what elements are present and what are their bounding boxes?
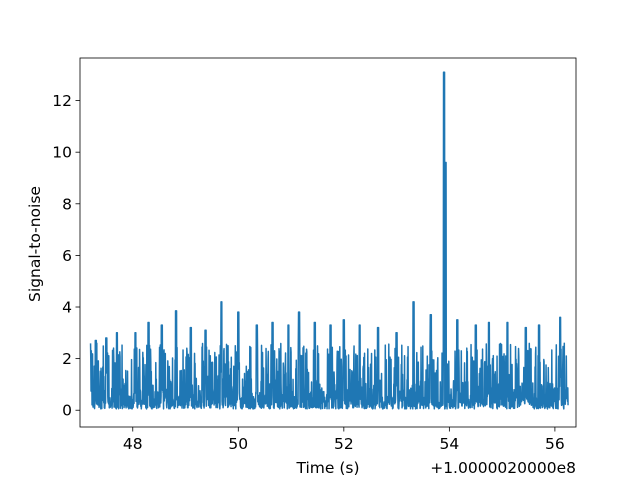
- x-tick-label: 48: [123, 435, 143, 453]
- y-tick-label: 6: [62, 247, 72, 265]
- x-axis: 48 50 52 54 56: [123, 427, 565, 453]
- snr-series-line: [89, 71, 569, 410]
- x-offset-label: +1.0000020000e8: [430, 459, 576, 477]
- x-axis-label: Time (s): [295, 459, 359, 477]
- y-axis-label: Signal-to-noise: [26, 186, 44, 302]
- x-tick-label: 56: [545, 435, 565, 453]
- plot-area: [79, 57, 577, 428]
- y-tick-label: 12: [52, 92, 72, 110]
- y-tick-label: 2: [62, 350, 72, 368]
- y-tick-label: 4: [62, 299, 72, 317]
- x-tick-label: 52: [334, 435, 354, 453]
- y-tick-label: 8: [62, 195, 72, 213]
- y-axis: 0 2 4 6 8 10 12: [52, 92, 80, 420]
- x-tick-label: 54: [439, 435, 459, 453]
- y-tick-label: 10: [52, 144, 72, 162]
- y-tick-label: 0: [62, 402, 72, 420]
- axes-frame: [79, 57, 577, 428]
- x-tick-label: 50: [228, 435, 248, 453]
